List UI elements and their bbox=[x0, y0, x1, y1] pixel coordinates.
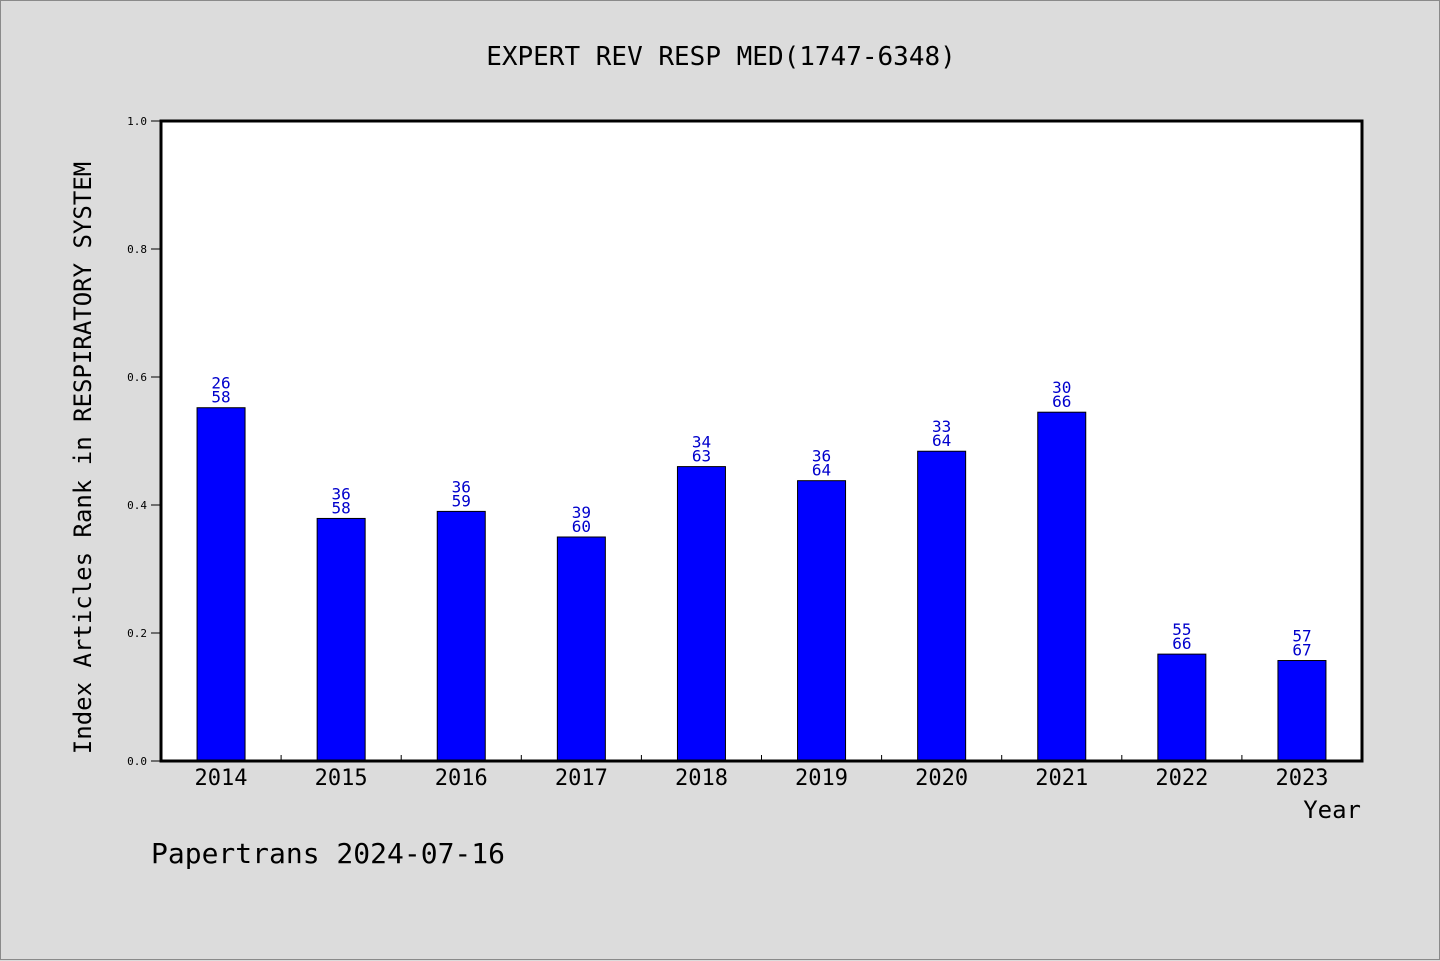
bar-label-top-2020: 33 bbox=[932, 417, 951, 436]
x-tick-label-2022: 2022 bbox=[1155, 766, 1208, 791]
y-axis-label: Index Articles Rank in RESPIRATORY SYSTE… bbox=[69, 162, 97, 754]
bar-label-bottom-2018: 63 bbox=[692, 447, 711, 466]
y-axis: 0.0 0.2 0.4 0.6 0.8 1.0 bbox=[127, 115, 161, 768]
bar-label-bottom-2014: 58 bbox=[211, 388, 230, 407]
x-tick-label-2017: 2017 bbox=[555, 766, 608, 791]
bar-label-top-2021: 30 bbox=[1052, 378, 1071, 397]
bar-2014 bbox=[196, 407, 246, 762]
bar-2015 bbox=[316, 517, 366, 762]
bar-label-bottom-2019: 64 bbox=[812, 461, 831, 480]
bar-label-top-2017: 39 bbox=[572, 503, 591, 522]
x-tick-label-2018: 2018 bbox=[675, 766, 728, 791]
x-tick-label-2014: 2014 bbox=[195, 766, 248, 791]
bar-label-top-2023: 57 bbox=[1292, 627, 1311, 646]
bar-label-bottom-2017: 60 bbox=[572, 517, 591, 536]
bar-2017 bbox=[556, 536, 606, 762]
bar-label-top-2016: 36 bbox=[452, 477, 471, 496]
bar-label-bottom-2021: 66 bbox=[1052, 392, 1071, 411]
x-tick-label-2023: 2023 bbox=[1275, 766, 1328, 791]
bar-label-top-2014: 26 bbox=[211, 374, 230, 393]
footer-credit: Papertrans 2024-07-16 bbox=[151, 837, 505, 870]
y-tick-label-0.8: 0.8 bbox=[127, 243, 147, 256]
chart-title: EXPERT REV RESP MED(1747-6348) bbox=[486, 42, 956, 72]
x-tick-label-2016: 2016 bbox=[435, 766, 488, 791]
bar-2018 bbox=[676, 466, 726, 762]
plot-border bbox=[159, 119, 1364, 763]
x-axis: 2014 2015 2016 2017 2018 2019 2020 2021 2022 2023 bbox=[195, 755, 1328, 791]
x-tick-label-2019: 2019 bbox=[795, 766, 848, 791]
bar-label-top-2019: 36 bbox=[812, 447, 831, 466]
bar-label-bottom-2020: 64 bbox=[932, 431, 951, 450]
y-tick-label-0.2: 0.2 bbox=[127, 627, 147, 640]
bar-2020 bbox=[917, 450, 967, 762]
bar-2022 bbox=[1157, 653, 1207, 762]
bar-2016 bbox=[436, 510, 486, 762]
x-tick-label-2020: 2020 bbox=[915, 766, 968, 791]
x-tick-label-2021: 2021 bbox=[1035, 766, 1088, 791]
bar-label-bottom-2022: 66 bbox=[1172, 634, 1191, 653]
bars-group bbox=[196, 407, 1327, 762]
bar-label-bottom-2016: 59 bbox=[452, 491, 471, 510]
y-tick-label-1.0: 1.0 bbox=[127, 115, 147, 128]
y-tick-label-0.0: 0.0 bbox=[127, 755, 147, 768]
bar-2019 bbox=[797, 480, 847, 762]
bar-label-top-2015: 36 bbox=[332, 484, 351, 503]
x-axis-label: Year bbox=[1303, 796, 1361, 824]
y-tick-label-0.6: 0.6 bbox=[127, 371, 147, 384]
bar-label-bottom-2015: 58 bbox=[332, 498, 351, 517]
x-tick-label-2015: 2015 bbox=[315, 766, 368, 791]
bar-label-top-2022: 55 bbox=[1172, 620, 1191, 639]
y-tick-label-0.4: 0.4 bbox=[127, 499, 147, 512]
bar-2023 bbox=[1277, 660, 1327, 762]
bar-label-bottom-2023: 67 bbox=[1292, 641, 1311, 660]
bar-2021 bbox=[1037, 411, 1087, 762]
bar-label-top-2018: 34 bbox=[692, 433, 711, 452]
